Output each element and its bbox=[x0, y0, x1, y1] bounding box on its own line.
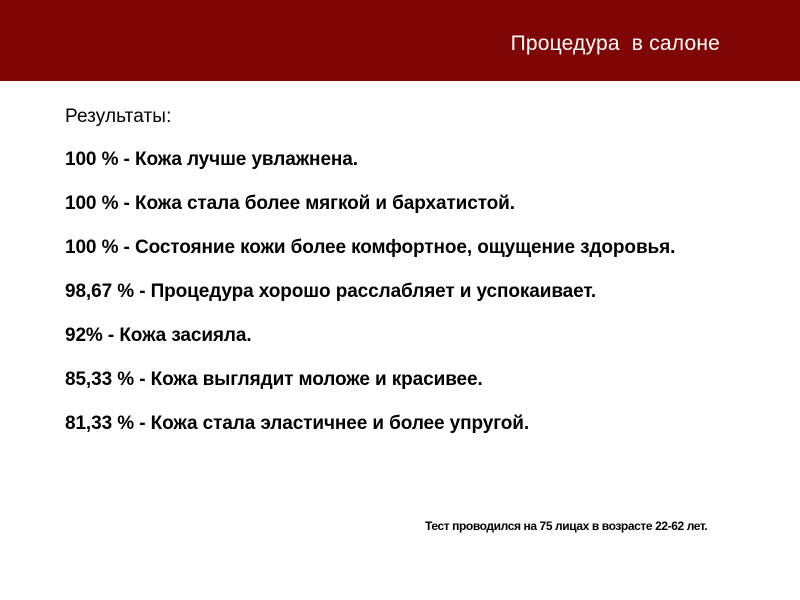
study-footnote: Тест проводился на 75 лицах в возрасте 2… bbox=[425, 519, 708, 533]
result-item: 85,33 % - Кожа выглядит моложе и красиве… bbox=[65, 369, 483, 390]
result-item: 100 % - Кожа стала более мягкой и бархат… bbox=[65, 193, 515, 214]
result-item: 100 % - Состояние кожи более комфортное,… bbox=[65, 237, 676, 258]
result-item: 98,67 % - Процедура хорошо расслабляет и… bbox=[65, 281, 597, 302]
header-band: Процедура в салоне bbox=[0, 0, 800, 81]
slide-title: Процедура в салоне bbox=[510, 32, 720, 55]
result-item: 100 % - Кожа лучше увлажнена. bbox=[65, 149, 358, 170]
result-item: 92% - Кожа засияла. bbox=[65, 325, 252, 346]
result-item: 81,33 % - Кожа стала эластичнее и более … bbox=[65, 413, 530, 434]
results-label: Результаты: bbox=[65, 106, 172, 127]
slide-body: Результаты: 100 % - Кожа лучше увлажнена… bbox=[65, 104, 765, 436]
